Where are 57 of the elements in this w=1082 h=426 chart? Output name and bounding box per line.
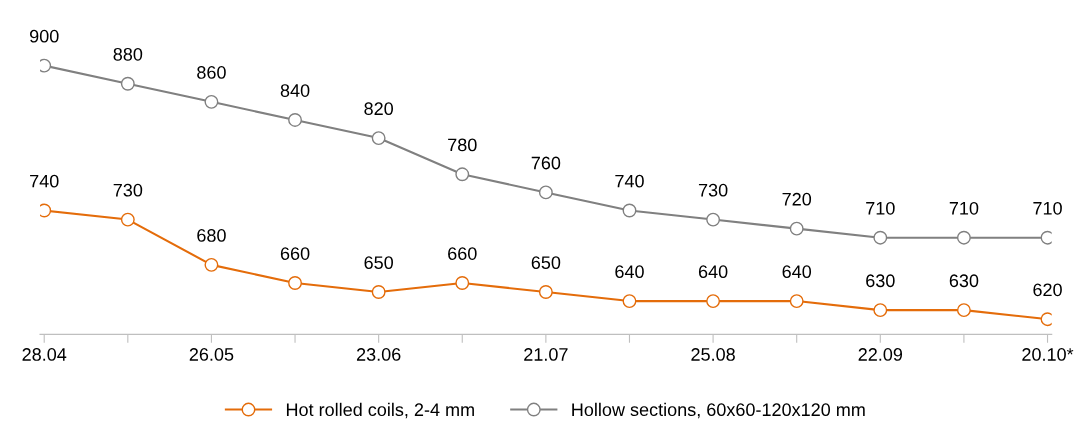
point [956, 303, 971, 318]
x-tick-label: 28.04 [22, 348, 67, 361]
data-label: 630 [866, 274, 895, 288]
legend-label: Hot rolled coils, 2-4 mm [286, 402, 474, 419]
data-label: 650 [364, 256, 394, 270]
point [538, 185, 553, 200]
point [706, 212, 721, 227]
data-label: 720 [782, 192, 812, 206]
data-label: 650 [531, 256, 561, 270]
x-tick-label: 22.09 [858, 348, 903, 361]
data-label: 760 [531, 156, 561, 170]
data-label: 740 [30, 174, 59, 188]
data-label: 730 [113, 183, 143, 197]
point [455, 276, 470, 290]
point [622, 203, 637, 218]
point [288, 113, 302, 127]
point [873, 303, 888, 318]
point [622, 294, 637, 309]
data-label: 620 [1033, 283, 1062, 297]
point [538, 285, 553, 299]
data-label: 710 [866, 201, 895, 215]
point [371, 285, 386, 299]
data-label: 730 [698, 183, 728, 197]
x-tick-label: 25.08 [691, 348, 735, 361]
x-tick-label: 20.10* [1022, 348, 1074, 361]
point [120, 76, 135, 91]
point [706, 294, 721, 309]
legend-label: Hollow sections, 60x60-120x120 mm [572, 402, 865, 419]
x-tick-label: 26.05 [189, 348, 234, 361]
data-label: 740 [615, 174, 644, 188]
data-label: 780 [448, 138, 477, 152]
data-label: 710 [1033, 201, 1062, 215]
data-label: 640 [615, 265, 644, 279]
point [873, 230, 888, 245]
data-label: 640 [698, 265, 728, 279]
point [789, 294, 804, 309]
data-label: 660 [280, 247, 310, 260]
data-label: 840 [280, 84, 310, 97]
point [956, 230, 971, 245]
data-label: 710 [949, 201, 979, 215]
point [204, 94, 219, 109]
data-label: 900 [30, 29, 59, 43]
point [455, 167, 470, 182]
data-label: 680 [197, 229, 226, 242]
data-label: 640 [782, 265, 812, 279]
x-tick-label: 21.07 [524, 348, 568, 361]
point [371, 131, 386, 146]
point [120, 212, 135, 227]
data-label: 820 [364, 102, 394, 116]
x-tick-label: 23.06 [356, 348, 401, 361]
data-label: 630 [949, 274, 979, 288]
data-label: 880 [113, 47, 143, 61]
data-label: 860 [197, 66, 226, 79]
data-label: 660 [448, 247, 477, 260]
point [789, 221, 804, 236]
point [288, 276, 302, 290]
point [204, 257, 219, 272]
